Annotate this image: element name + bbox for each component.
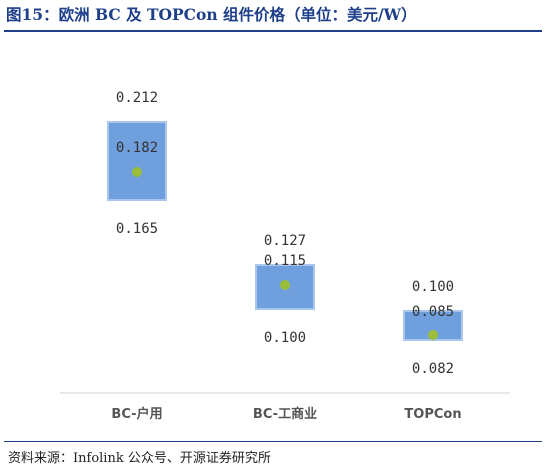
category-label-2: BC-工商业 (253, 406, 317, 422)
high-price-label-3: 0.100 (412, 279, 454, 295)
chart: 0.212 0.182 0.165 BC-户用 0.127 0.115 0.100 BC-工商… (60, 90, 510, 422)
source-rule (4, 441, 542, 442)
high-price-label-1: 0.212 (116, 90, 158, 106)
figure-title: 图15：欧洲 BC 及 TOPCon 组件价格（单位：美元/W） (6, 5, 417, 24)
category-label-1: BC-户用 (111, 406, 162, 422)
average-price-label-1: 0.182 (116, 140, 158, 156)
low-price-label-2: 0.100 (264, 330, 306, 346)
average-price-label-2: 0.115 (264, 253, 306, 269)
low-price-label-1: 0.165 (116, 221, 158, 237)
high-price-label-2: 0.127 (264, 233, 306, 249)
title-rule (4, 30, 542, 32)
average-price-label-3: 0.085 (412, 304, 454, 320)
average-price-dot-3 (428, 330, 438, 340)
average-price-dot-2 (280, 280, 290, 290)
source-note: 资料来源：Infolink 公众号、开源证券研究所 (8, 451, 271, 466)
price-range-box-1 (107, 121, 167, 201)
average-price-dot-1 (132, 167, 142, 177)
low-price-label-3: 0.082 (412, 361, 454, 377)
category-label-3: TOPCon (404, 407, 461, 422)
